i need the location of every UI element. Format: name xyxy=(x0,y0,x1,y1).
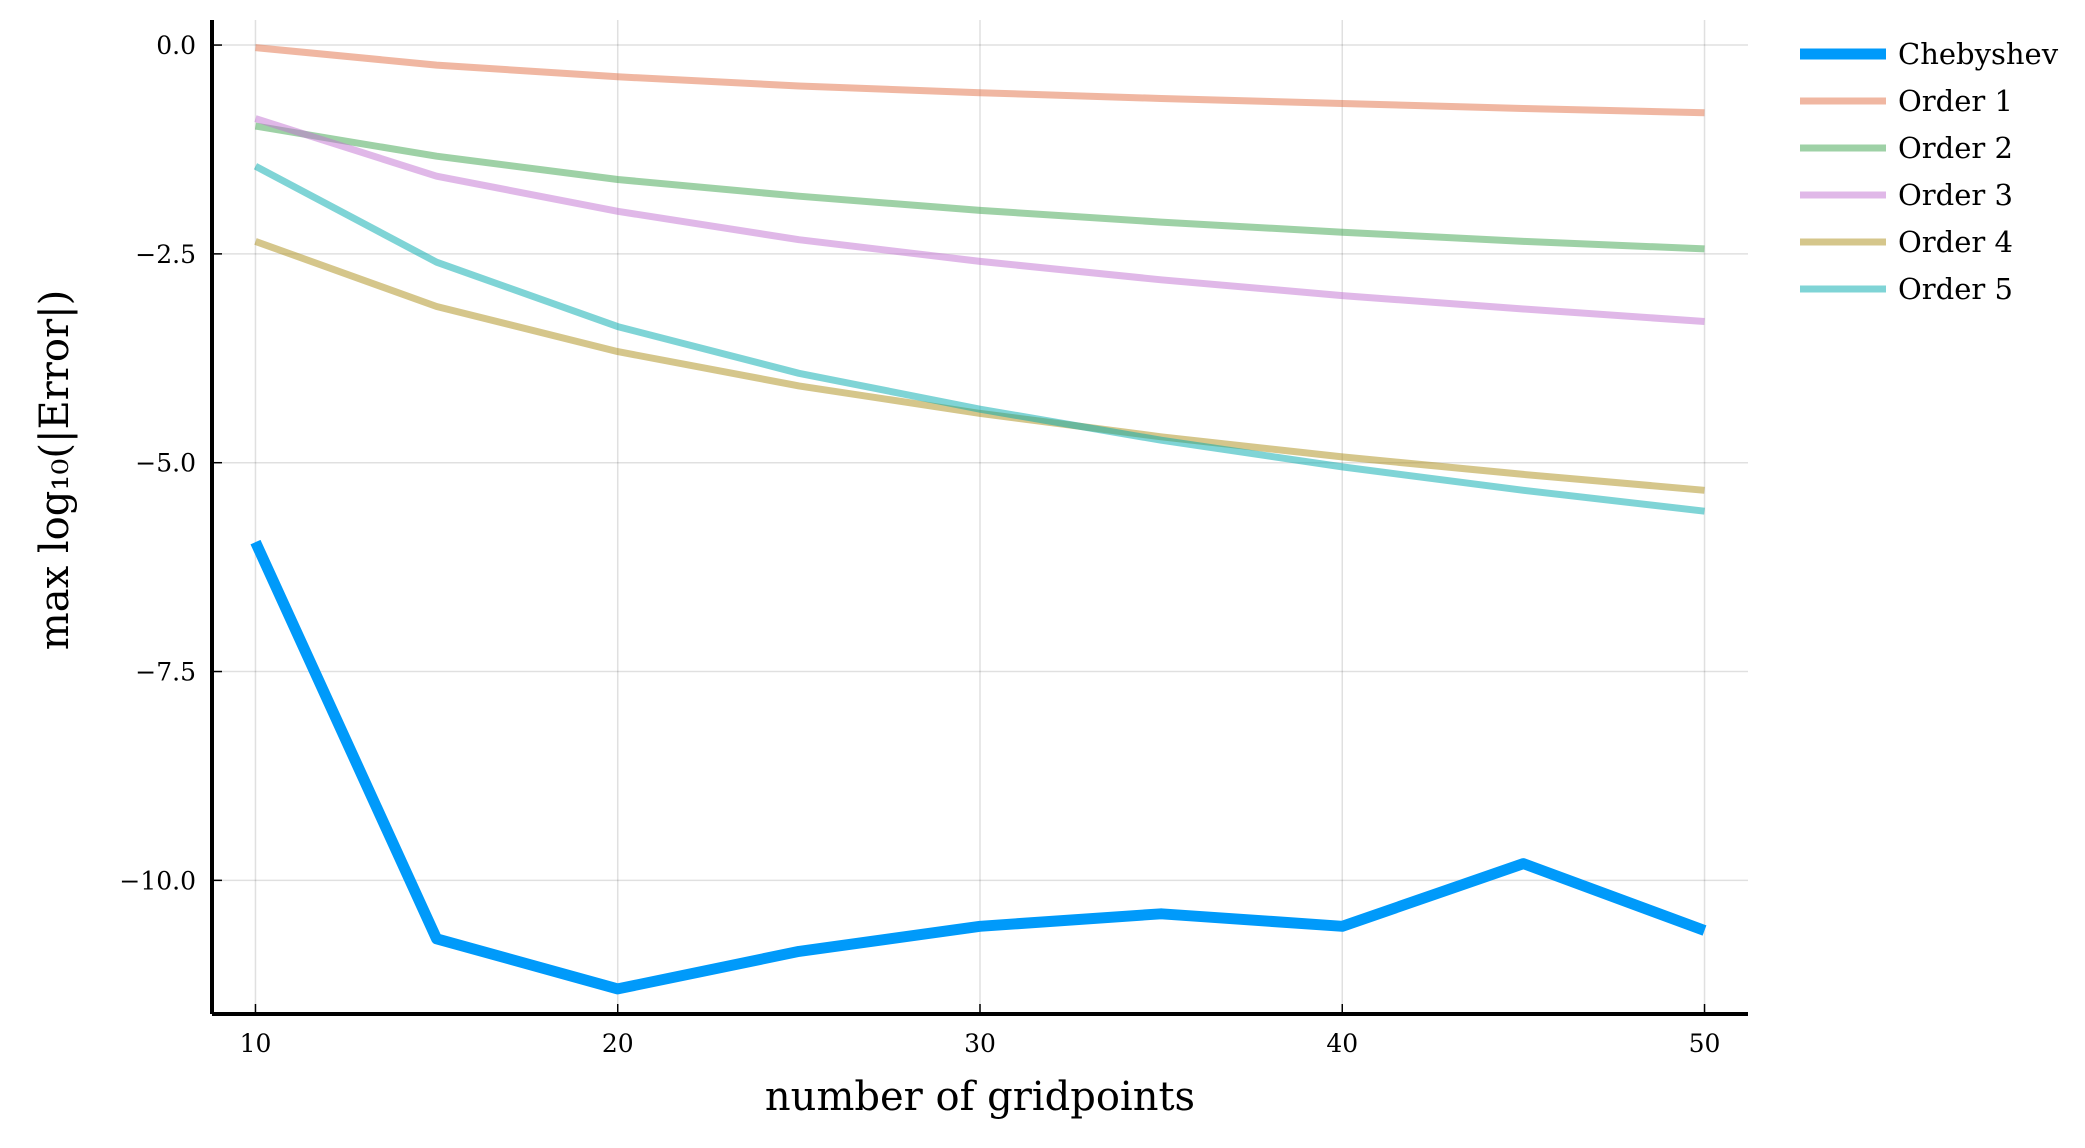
x-tick-label: 30 xyxy=(964,1029,996,1058)
y-tick-label: −2.5 xyxy=(135,240,196,269)
x-tick-label: 10 xyxy=(240,1029,272,1058)
legend-label-order-3: Order 3 xyxy=(1898,178,2013,212)
grid xyxy=(212,20,1748,1014)
y-tick-label: −7.5 xyxy=(135,658,196,687)
series-line-chebyshev xyxy=(250,539,1707,995)
series-line-order-5 xyxy=(253,163,1705,515)
x-tick-label: 50 xyxy=(1689,1029,1721,1058)
x-tick-label: 40 xyxy=(1326,1029,1358,1058)
x-tick-label: 20 xyxy=(602,1029,634,1058)
legend-label-order-2: Order 2 xyxy=(1898,131,2013,165)
series-line-order-3 xyxy=(254,115,1705,325)
legend: Chebyshev Order 1 Order 2 Order 3 Order 4 Ord… xyxy=(1800,37,2059,306)
legend-label-order-5: Order 5 xyxy=(1898,272,2013,306)
series-line-order-1 xyxy=(255,44,1705,117)
y-tick-label: −10.0 xyxy=(119,866,196,895)
legend-label-order-4: Order 4 xyxy=(1898,225,2013,259)
y-tick-label: −5.0 xyxy=(135,449,196,478)
axes xyxy=(210,20,1748,1016)
series-line-order-4 xyxy=(254,238,1705,494)
x-axis-label: number of gridpoints xyxy=(765,1074,1195,1120)
tick-labels: 10 20 30 40 50 0.0 −2.5 −5.0 −7.5 −10.0 xyxy=(119,31,1720,1058)
y-tick-label: 0.0 xyxy=(156,31,196,60)
legend-label-chebyshev: Chebyshev xyxy=(1898,37,2059,71)
series-layer xyxy=(250,44,1707,995)
series-line-order-2 xyxy=(254,122,1705,253)
y-axis-label: max log₁₀(|Error|) xyxy=(32,290,78,650)
legend-label-order-1: Order 1 xyxy=(1898,84,2013,118)
